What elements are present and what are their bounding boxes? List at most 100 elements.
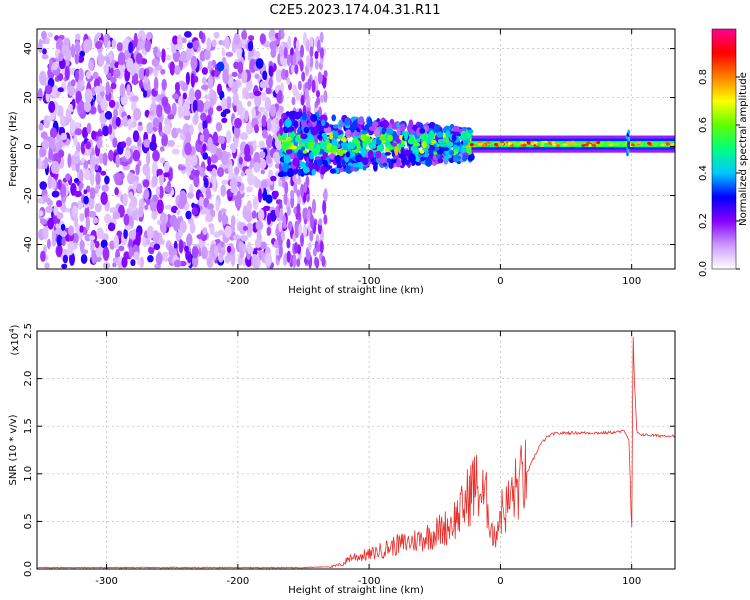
heatmap-cell [47,32,53,38]
heatmap-cell [314,59,319,70]
heatmap-cell [162,251,169,258]
heatmap-cell [238,156,243,165]
heatmap-cell [314,256,319,267]
heatmap-cell [152,173,158,187]
heatmap-cell [254,124,259,134]
heatmap-cell [285,111,291,117]
heatmap-cell [319,31,324,43]
x-tick-label: 0 [497,576,503,587]
heatmap-cell [230,215,236,228]
heatmap-cell [104,110,113,120]
heatmap-cell [201,84,209,91]
heatmap-cell [48,137,55,152]
heatmap-cell [221,179,229,185]
heatmap-cell [124,149,131,160]
heatmap-cell [45,205,53,214]
heatmap-cell [193,169,200,177]
heatmap-cell [51,178,57,190]
heatmap-cell [135,231,141,247]
heatmap-cell [67,153,72,168]
heatmap-cell [162,221,166,236]
heatmap-cell [191,207,198,216]
heatmap-cell [290,189,295,200]
heatmap-cell [192,40,199,50]
heatmap-cell [206,114,212,124]
heatmap-cell [306,110,312,120]
heatmap-cell [653,143,658,147]
heatmap-cell [296,189,301,198]
heatmap-cell [277,171,285,178]
heatmap-cell [91,130,97,140]
heatmap-cell [57,179,62,190]
heatmap-cell [38,210,44,217]
heatmap-cell [221,97,228,110]
heatmap-cell [231,71,238,77]
heatmap-cell [103,62,109,76]
heatmap-cell [48,100,56,113]
heatmap-cell [307,122,313,128]
y-tick-label: 1.5 [23,418,34,434]
heatmap-cell [234,118,242,129]
heatmap-cell [551,141,556,145]
heatmap-cell [264,252,272,267]
heatmap-cell [339,133,344,138]
heatmap-cell [317,71,322,85]
heatmap-cell [321,255,326,267]
heatmap-cell [73,135,78,147]
heatmap-cell [239,222,247,235]
heatmap-cell [200,209,206,215]
heatmap-cell [187,254,192,264]
heatmap-cell [146,122,153,134]
heatmap-cell [360,147,367,156]
heatmap-cell [254,238,262,249]
heatmap-cell [92,217,99,224]
heatmap-cell [39,218,47,225]
heatmap-cell [147,225,154,240]
x-tick-label: -100 [358,576,381,587]
heatmap-cell [562,143,567,147]
heatmap-cell [172,219,180,232]
heatmap-cell [47,199,53,207]
heatmap-cell [569,143,574,147]
heatmap-cell [167,114,175,120]
heatmap-cell [152,117,160,128]
heatmap-cell [113,234,120,249]
heatmap-cell [329,132,334,140]
heatmap-cell [65,173,71,181]
heatmap-cell [100,98,108,111]
heatmap-cell [133,108,142,121]
heatmap-cell [323,70,328,79]
heatmap-cell [181,51,187,59]
heatmap-cell [286,54,291,67]
heatmap-cell [296,258,301,268]
heatmap-cell [320,165,326,175]
heatmap-cell [362,157,369,166]
heatmap-cell [429,149,434,155]
heatmap-cell [275,248,281,256]
heatmap-cell [244,91,250,100]
heatmap-cell [64,66,70,81]
heatmap-cell [79,50,85,58]
heatmap-cell [101,233,109,241]
heatmap-cell [74,128,83,136]
heatmap-cell [69,252,75,266]
heatmap-cell [133,32,138,48]
heatmap-cell [60,223,66,232]
heatmap-cell [291,97,296,106]
heatmap-cell [45,37,50,45]
heatmap-cell [143,90,148,98]
heatmap-cell [224,225,232,238]
heatmap-cell [293,120,299,129]
heatmap-cell [55,91,61,97]
heatmap-cell [224,36,230,50]
heatmap-cell [344,117,351,126]
heatmap-cell [321,119,326,127]
heatmap-cell [310,127,319,136]
heatmap-cell [243,205,248,214]
y-tick-label: 2.0 [23,371,34,387]
heatmap-cell [57,87,64,93]
heatmap-cell [627,136,631,142]
heatmap-cell [286,238,291,249]
heatmap-cell [50,163,59,174]
